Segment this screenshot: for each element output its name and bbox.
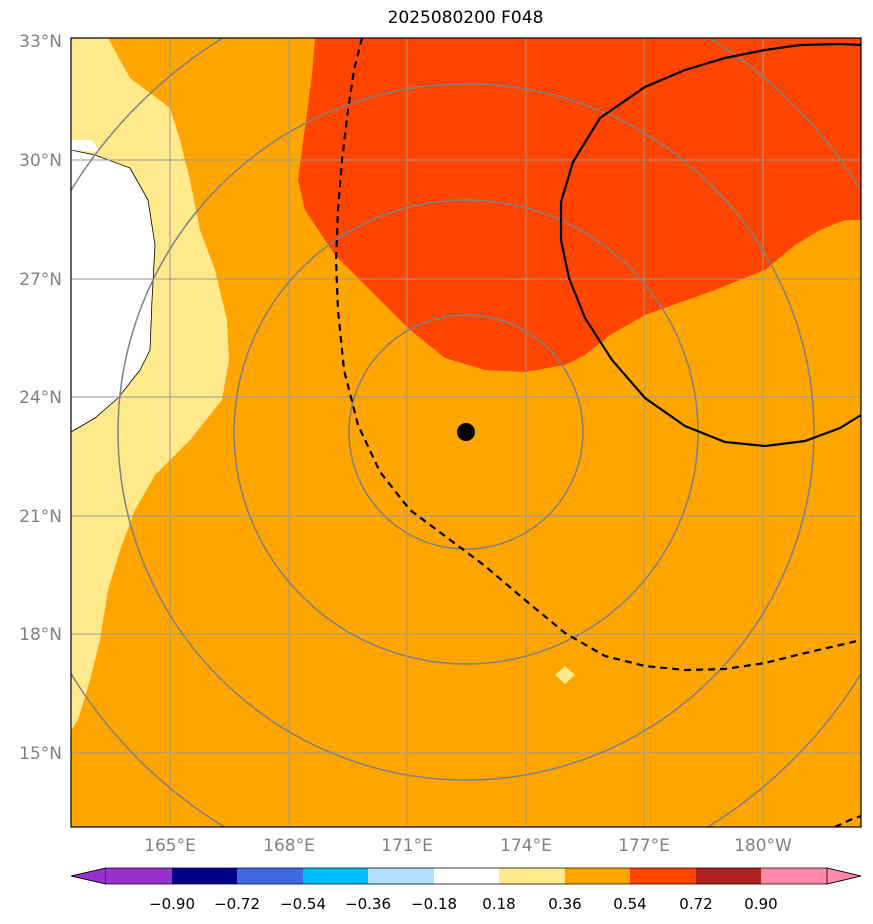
lat-tick-label: 33°N <box>19 32 62 52</box>
lat-tick-labels: 33°N 30°N 27°N 24°N 21°N 18°N 15°N <box>19 32 62 764</box>
dashed-contour-west <box>334 38 861 672</box>
colorbar-tick-label: 0.36 <box>548 895 581 913</box>
colorbar-extend-max <box>826 867 862 885</box>
lon-tick-label: 177°E <box>618 836 670 856</box>
yellow-patch <box>555 666 575 684</box>
colorbar-segment <box>106 868 172 884</box>
lon-tick-label: 168°E <box>263 836 315 856</box>
solid-contour <box>559 42 861 448</box>
lat-tick-label: 21°N <box>19 507 62 527</box>
colorbar-segment <box>761 868 827 884</box>
colorbar-segment <box>696 868 761 884</box>
colorbar-tick-label: 0.72 <box>679 895 712 913</box>
lon-tick-label: 180°W <box>734 836 792 856</box>
grid-lines <box>71 38 861 827</box>
lon-tick-label: 171°E <box>381 836 433 856</box>
storm-center-marker <box>457 423 475 441</box>
colorbar-segment <box>499 868 565 884</box>
colorbar-outline <box>70 867 862 885</box>
lon-tick-label: 165°E <box>144 836 196 856</box>
colorbar-segment <box>630 868 696 884</box>
land-fragment <box>71 140 100 152</box>
colorbar-segment <box>565 868 630 884</box>
colorbar-segment <box>368 868 434 884</box>
colorbar-extend-min <box>70 867 107 885</box>
colorbar-segment <box>172 868 237 884</box>
colorbar-tick-label: 0.90 <box>744 895 777 913</box>
lat-tick-label: 18°N <box>19 625 62 645</box>
map-title: 2025080200 F048 <box>387 8 544 28</box>
lon-tick-labels: 165°E 168°E 171°E 174°E 177°E 180°W <box>144 836 792 856</box>
colorbar-segment <box>237 868 303 884</box>
plot-frame <box>70 37 862 828</box>
range-ring-1 <box>348 314 584 550</box>
colorbar-tick-label: −0.36 <box>345 895 391 913</box>
colorbar-tick-label: −0.90 <box>149 895 195 913</box>
lat-tick-label: 24°N <box>19 388 62 408</box>
range-ring-3 <box>117 83 815 781</box>
lat-tick-label: 27°N <box>19 270 62 290</box>
colorbar-tick-label: −0.18 <box>411 895 457 913</box>
colorbar-tick-label: 0.18 <box>482 895 515 913</box>
lat-tick-label: 15°N <box>19 744 62 764</box>
colorbar-tick-label: −0.54 <box>280 895 326 913</box>
colorbar-segment <box>303 868 368 884</box>
colorbar-segment <box>434 868 499 884</box>
land-region <box>71 149 156 433</box>
dashed-contour-southeast <box>834 814 861 827</box>
lat-tick-label: 30°N <box>19 151 62 171</box>
map-plot-area <box>71 38 861 827</box>
colorbar-tick-label: 0.54 <box>613 895 646 913</box>
colorbar: −0.90 −0.72 −0.54 −0.36 −0.18 0.18 0.36 … <box>70 867 862 913</box>
colorbar-tick-label: −0.72 <box>214 895 260 913</box>
lon-tick-label: 174°E <box>500 836 552 856</box>
red-orange-region <box>298 38 861 372</box>
